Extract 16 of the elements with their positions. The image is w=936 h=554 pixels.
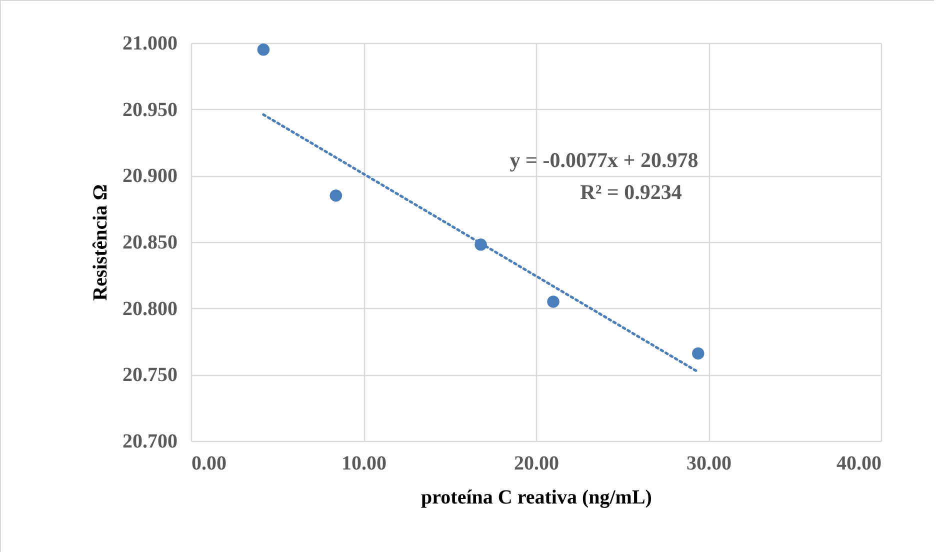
x-tick-label: 0.00 — [192, 452, 226, 474]
x-axis-title: proteína C reativa (ng/mL) — [421, 486, 652, 508]
y-axis-title: Resistência Ω — [90, 184, 112, 301]
x-tick-label: 20.00 — [514, 452, 559, 474]
y-tick-label: 20.750 — [122, 364, 178, 386]
y-tick-label: 21.000 — [122, 32, 178, 54]
x-tick-label: 30.00 — [686, 452, 732, 474]
y-tick-label: 20.700 — [122, 430, 178, 452]
y-tick-label: 20.900 — [122, 165, 178, 188]
annotation: R² = 0.9234 — [580, 180, 682, 204]
y-tick-label: 20.800 — [122, 298, 178, 320]
x-tick-label: 40.00 — [836, 452, 882, 474]
y-tick-label: 20.850 — [122, 232, 178, 254]
annotation: y = -0.0077x + 20.978 — [510, 148, 698, 172]
x-tick-label: 10.00 — [342, 452, 386, 474]
y-tick-label: 20.950 — [122, 98, 178, 121]
